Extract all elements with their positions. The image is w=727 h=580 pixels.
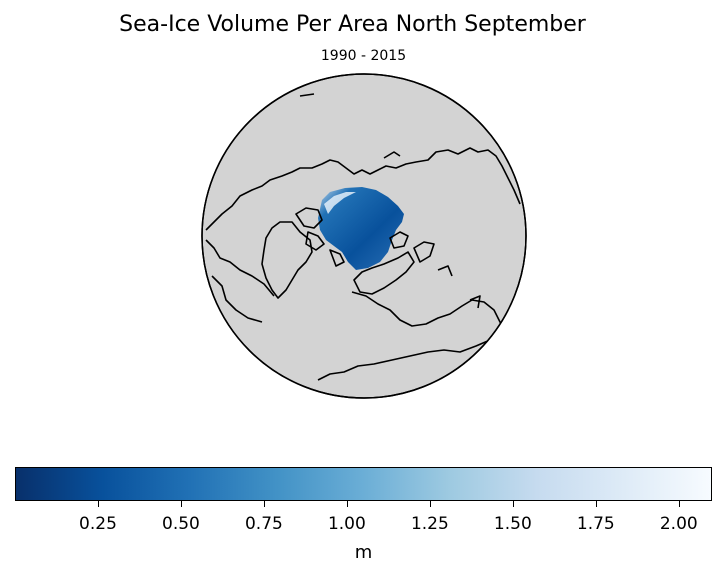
colorbar-tick-label: 1.00 (327, 514, 366, 534)
coastline-hudson-bay (205, 239, 275, 297)
map-subtitle: 1990 - 2015 (320, 48, 407, 64)
colorbar-tick-mark (263, 501, 265, 507)
coastline-alaska (211, 275, 263, 323)
colorbar-tick-mark (429, 501, 431, 507)
colorbar-tick-label: 0.25 (79, 514, 117, 534)
coastline-scandinavia (353, 251, 415, 295)
sea-ice-thick-edge (324, 192, 356, 214)
colorbar-tick-label: 1.25 (410, 514, 449, 534)
colorbar-tick-label: 0.50 (162, 514, 200, 534)
colorbar-tick-mark (97, 501, 99, 507)
coastline-novaya-zemlya (413, 241, 435, 263)
colorbar-ticks: 0.25 0.50 0.75 1.00 1.25 1.50 1.75 2.00 (0, 501, 727, 541)
coastline-north-america (205, 147, 521, 231)
sea-ice-cap (318, 187, 404, 270)
colorbar-tick-mark (595, 501, 597, 507)
colorbar-tick-label: 2.00 (659, 514, 698, 534)
colorbar-tick-label: 1.75 (576, 514, 615, 534)
coastline-canadian-archipelago (295, 207, 345, 267)
colorbar-tick-label: 0.75 (244, 514, 283, 534)
coastline-greenland (261, 221, 313, 299)
colorbar-tick-label: 1.50 (493, 514, 532, 534)
colorbar (15, 467, 712, 501)
colorbar-tick-mark (678, 501, 680, 507)
colorbar-label: m (354, 542, 373, 563)
map-title: Sea-Ice Volume Per Area North September (119, 12, 586, 37)
coastline-europe (351, 291, 507, 331)
globe-outline (201, 73, 527, 399)
coastline-islands (299, 93, 481, 309)
polar-map (201, 73, 527, 399)
colorbar-tick-mark (180, 501, 182, 507)
colorbar-tick-mark (512, 501, 514, 507)
coastline-svalbard (389, 231, 409, 249)
colorbar-tick-mark (346, 501, 348, 507)
